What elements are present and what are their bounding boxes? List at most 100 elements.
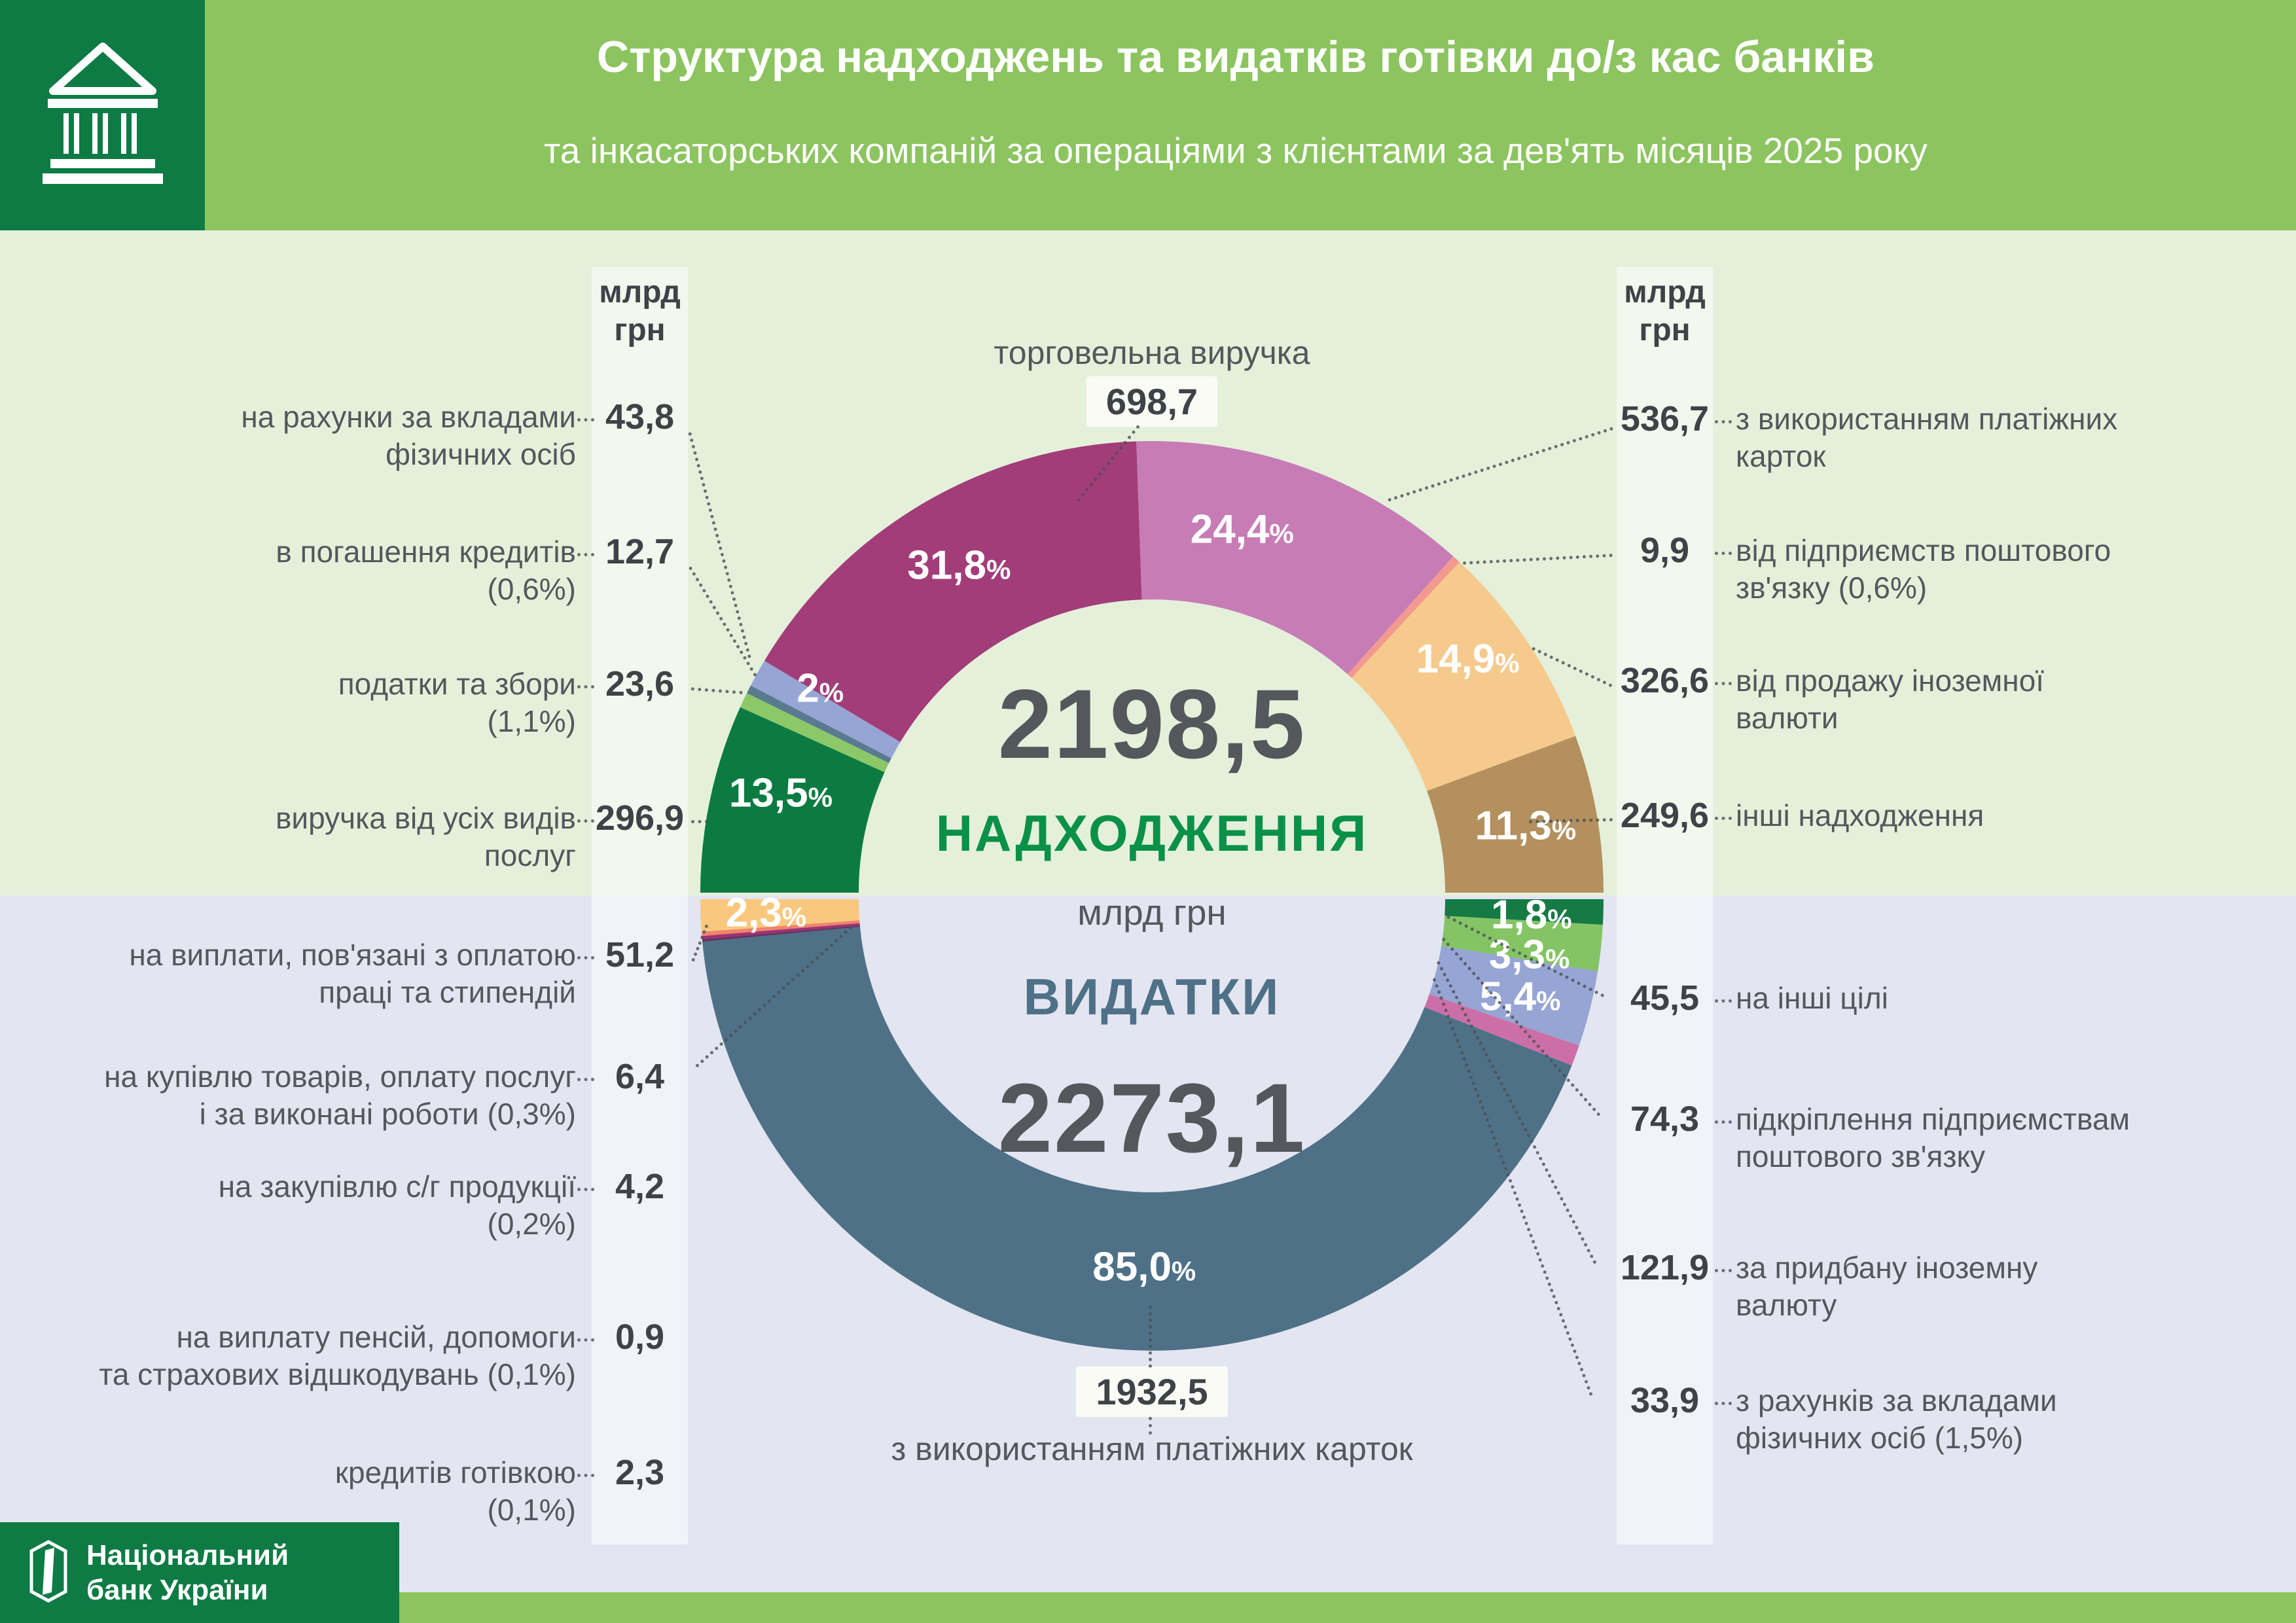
inflows-callout-label: торговельна виручка <box>994 334 1310 371</box>
page-subtitle: та інкасаторських компаній за операціями… <box>544 130 1928 171</box>
leader-line <box>1715 1402 1732 1405</box>
donut-segment <box>747 685 891 763</box>
segment-pct-label: 85,0% <box>1092 1244 1196 1290</box>
donut-segment <box>740 693 889 772</box>
left-values-strip <box>592 267 688 1544</box>
row-value: 121,9 <box>1620 1248 1710 1287</box>
row-label: від підприємств поштового зв'язку (0,6%) <box>1736 533 2111 605</box>
right-units-header: млрд грн <box>1624 275 1706 348</box>
outflows-total: 2273,1 <box>997 1063 1306 1173</box>
leader-line <box>1149 1306 1152 1368</box>
row-label: з рахунків за вкладами фізичних осіб (1,5… <box>1736 1383 2057 1455</box>
segment-pct-label: 31,8% <box>907 543 1011 588</box>
row-value: 45,5 <box>1630 978 1700 1018</box>
leader-line <box>1715 1120 1732 1124</box>
header-logo-square <box>0 0 205 230</box>
row-value: 6,4 <box>615 1057 665 1096</box>
segment-pct-label: 1,8% <box>1490 892 1572 938</box>
leader-line <box>691 820 708 823</box>
row-value: 2,3 <box>615 1453 665 1492</box>
leader-line <box>577 1338 594 1342</box>
inflows-callout-value: 698,7 <box>1086 376 1218 427</box>
row-label: на виплату пенсій, допомоги та страхових … <box>99 1320 576 1391</box>
donut-segment <box>1444 899 1604 925</box>
donut-segment <box>702 925 860 942</box>
header-band <box>0 0 2296 230</box>
leader-line <box>577 819 594 823</box>
leader-line <box>577 1474 594 1477</box>
row-value: 23,6 <box>605 664 675 704</box>
footer-logo-box: Національний банк України <box>0 1522 399 1623</box>
leader-line <box>577 418 594 421</box>
row-value: 43,8 <box>605 397 675 437</box>
row-value: 4,2 <box>615 1167 665 1206</box>
outflows-callout-label: з використанням платіжних карток <box>891 1431 1413 1467</box>
row-label: підкріплення підприємствам поштового зв'я… <box>1736 1102 2130 1173</box>
inflows-title: НАДХОДЖЕННЯ <box>935 804 1369 862</box>
row-value: 326,6 <box>1620 661 1710 700</box>
inflows-callout: 698,7 <box>857 376 1446 427</box>
donut-segment <box>1441 916 1603 972</box>
leader-line <box>1715 1269 1732 1272</box>
leader-line <box>577 1188 594 1191</box>
footer-logo-line1: Національний <box>86 1539 289 1571</box>
donut-segment <box>700 707 885 893</box>
donut-segment <box>702 925 860 940</box>
segment-pct-label: 24,4% <box>1190 507 1294 552</box>
row-value: 12,7 <box>605 532 675 571</box>
leader-line <box>1149 1417 1152 1435</box>
row-label: на закупівлю с/г продукції (0,2%) <box>218 1169 576 1241</box>
leader-line <box>1715 420 1732 423</box>
row-value: 0,9 <box>615 1317 665 1357</box>
row-label: на інші цілі <box>1736 981 1888 1015</box>
leader-line <box>1715 999 1732 1003</box>
row-value: 74,3 <box>1630 1099 1700 1139</box>
segment-pct-label: 2,3% <box>725 890 807 936</box>
segment-pct-label: 3,3% <box>1488 932 1570 978</box>
donut-segment <box>700 899 860 932</box>
footer-logo-text: Національний банк України <box>86 1538 289 1607</box>
row-label: виручка від усіх видів послуг <box>275 801 576 872</box>
outflows-title: ВИДАТКИ <box>1023 968 1281 1026</box>
leader-line <box>577 956 594 959</box>
donut-segment <box>1352 562 1576 791</box>
donut-segment <box>701 920 860 936</box>
page-title: Структура надходжень та видатків готівки… <box>597 32 1874 82</box>
donut-segment <box>764 441 1142 742</box>
donut-segment <box>702 927 1572 1351</box>
row-label: за придбану іноземну валюту <box>1736 1251 2038 1322</box>
footer-logo-line2: банк України <box>86 1574 268 1606</box>
outflows-callout: 1932,5 <box>857 1366 1446 1417</box>
outflows-callout-value: 1932,5 <box>1076 1366 1228 1417</box>
row-label: податки та збори (1,1%) <box>338 667 576 738</box>
donut-segment <box>1347 556 1460 678</box>
segment-pct-label: 14,9% <box>1416 636 1520 682</box>
donut-segment <box>1429 946 1598 1046</box>
bank-building-icon <box>37 39 168 192</box>
donut-segment <box>1136 440 1454 675</box>
segment-pct-label: 5,4% <box>1479 974 1561 1020</box>
donut-segment <box>750 660 901 758</box>
inflows-total: 2198,5 <box>997 669 1306 779</box>
row-label: від продажу іноземної валюти <box>1736 664 2045 735</box>
row-value: 536,7 <box>1620 399 1710 438</box>
donut-segment <box>1424 994 1579 1065</box>
segment-pct-label: 2% <box>797 666 844 711</box>
row-value: 9,9 <box>1640 531 1690 570</box>
row-label: на рахунки за вкладами фізичних осіб <box>241 400 576 471</box>
row-value: 296,9 <box>595 798 685 838</box>
donut-segment <box>702 923 860 939</box>
row-value: 33,9 <box>1630 1381 1700 1420</box>
leader-line <box>577 553 594 556</box>
row-label: в погашення кредитів (0,6%) <box>276 535 576 606</box>
row-value: 51,2 <box>605 935 675 974</box>
leader-line <box>577 685 594 688</box>
row-value: 249,6 <box>1620 796 1710 835</box>
leader-line <box>1715 682 1732 685</box>
center-units-label: млрд грн <box>1077 892 1227 933</box>
right-values-strip <box>1617 267 1713 1544</box>
row-label: на виплати, пов'язані з оплатою праці та … <box>129 938 576 1009</box>
row-label: з використанням платіжних карток <box>1736 402 2118 473</box>
segment-pct-label: 13,5% <box>728 770 833 816</box>
